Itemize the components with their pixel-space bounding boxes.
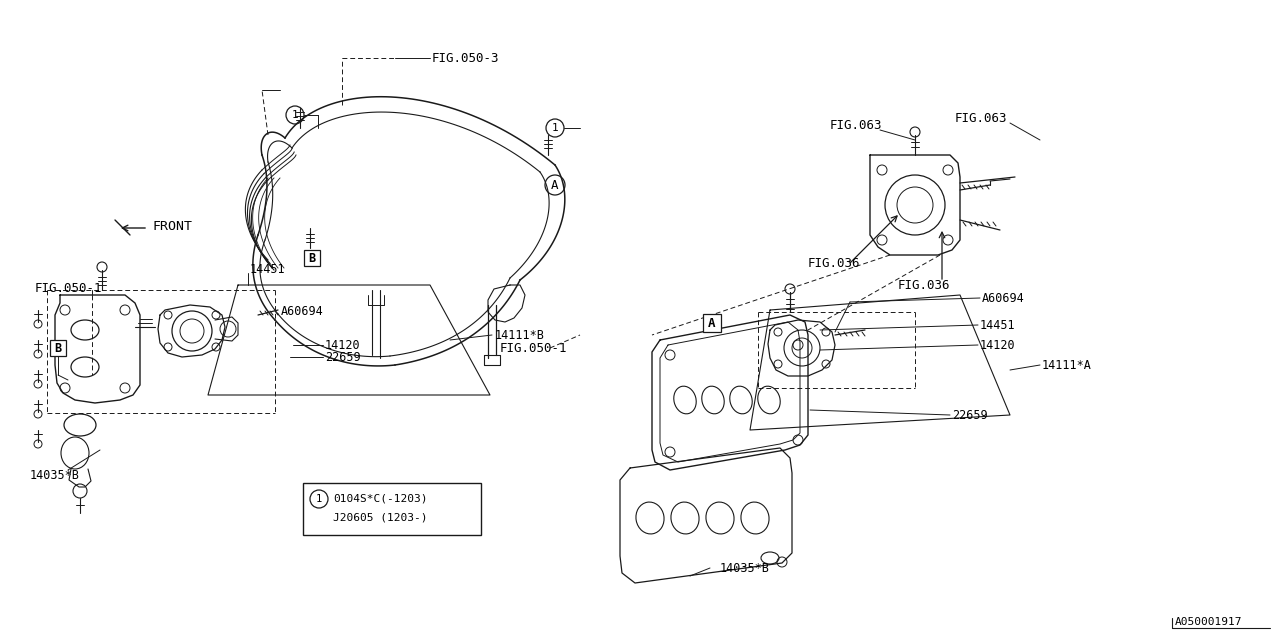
Text: A60694: A60694 [982, 291, 1025, 305]
Bar [50, 340, 67, 356]
Text: 14451: 14451 [250, 262, 285, 275]
Text: FIG.050-3: FIG.050-3 [433, 51, 499, 65]
Text: 14451: 14451 [980, 319, 1015, 332]
Text: 14035*B: 14035*B [29, 468, 79, 481]
Text: 22659: 22659 [325, 351, 361, 364]
Text: B: B [55, 342, 61, 355]
Text: FIG.063: FIG.063 [955, 111, 1007, 125]
Text: J20605 (1203-): J20605 (1203-) [333, 513, 428, 523]
Text: 1: 1 [552, 123, 558, 133]
Text: A: A [708, 317, 716, 330]
Text: A: A [552, 179, 559, 191]
Text: FIG.036: FIG.036 [808, 257, 860, 269]
Text: FIG.050-1: FIG.050-1 [35, 282, 102, 294]
Text: FIG.050-1: FIG.050-1 [500, 342, 567, 355]
Text: 1: 1 [316, 494, 323, 504]
Text: 14111*B: 14111*B [495, 328, 545, 342]
Text: 14111*A: 14111*A [1042, 358, 1092, 371]
Text: 1: 1 [292, 110, 298, 120]
Text: A60694: A60694 [282, 305, 324, 317]
Text: FRONT: FRONT [152, 220, 192, 232]
Text: FIG.063: FIG.063 [829, 118, 882, 131]
Bar [303, 483, 481, 535]
Text: 22659: 22659 [952, 408, 988, 422]
Text: B: B [308, 252, 316, 264]
Bar [305, 250, 320, 266]
Bar [703, 314, 721, 332]
Text: 14120: 14120 [980, 339, 1015, 351]
Text: 14120: 14120 [325, 339, 361, 351]
Text: A050001917: A050001917 [1175, 617, 1243, 627]
Text: 14035*B: 14035*B [721, 561, 769, 575]
Text: FIG.036: FIG.036 [899, 278, 951, 291]
Text: 0104S*C(-1203): 0104S*C(-1203) [333, 493, 428, 503]
